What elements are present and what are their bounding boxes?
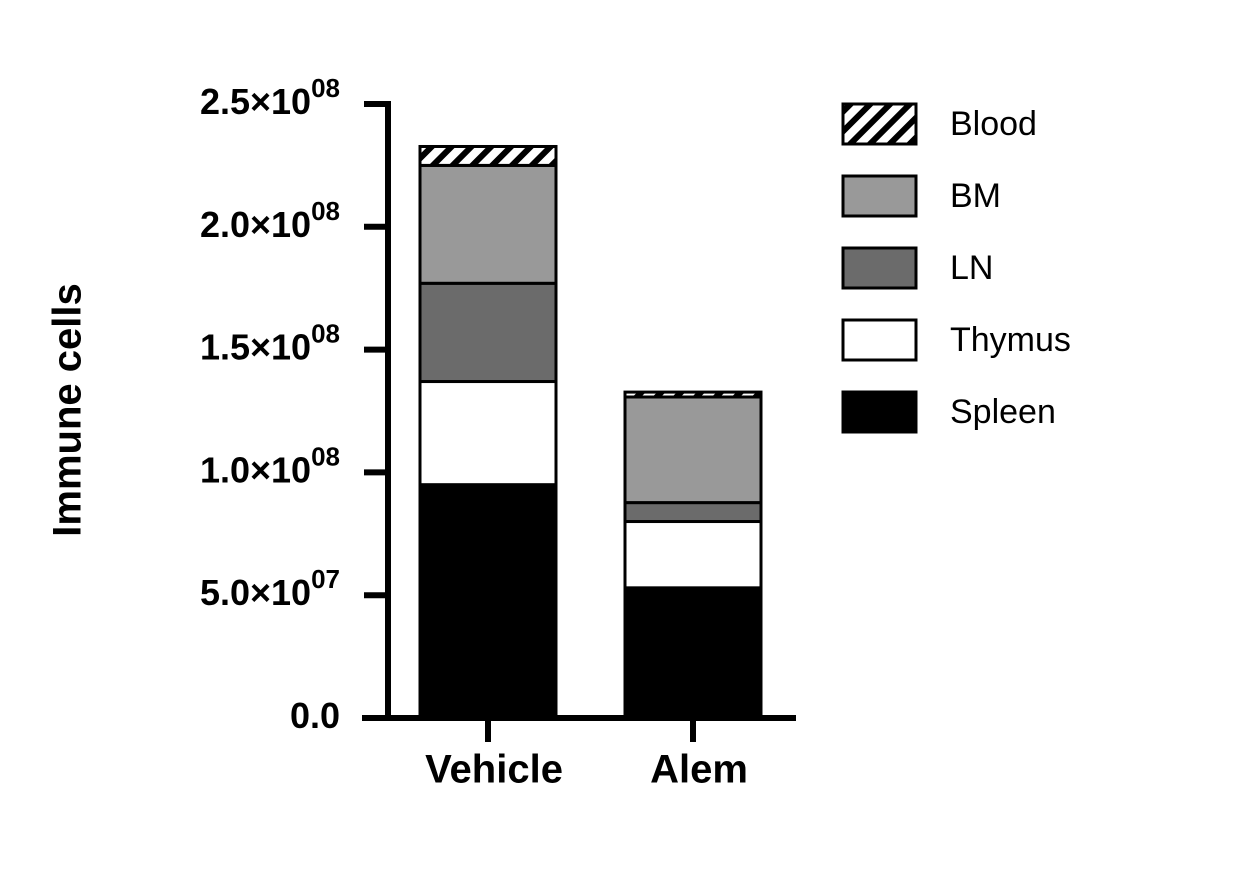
bar-segment [418,144,558,167]
legend-swatch [841,174,918,218]
y-tick-label: 1.5×1008 [200,318,340,367]
legend-label: BM [950,177,1001,215]
x-tick-label: Alem [650,748,748,792]
y-tick-label: 2.5×1008 [200,73,340,122]
bar-segment [623,390,763,399]
bar-segment [418,483,558,720]
y-tick-label-exponent: 07 [311,564,340,594]
y-tick-label-base: 1.0×10 [200,449,311,490]
legend-label: Spleen [950,393,1056,431]
y-tick-label: 0.0 [290,695,340,736]
bar-segment [623,520,763,590]
y-tick-label-base: 2.0×10 [200,203,311,244]
x-tick-label: Vehicle [425,748,563,792]
legend-label: Thymus [950,321,1071,359]
bar-segment [418,163,558,285]
y-tick-label-exponent: 08 [311,318,340,348]
legend-swatch [841,102,918,146]
y-tick-label: 5.0×1007 [200,564,340,613]
y-tick-label-base: 1.5×10 [200,326,311,367]
bar-segment [623,501,763,524]
y-tick-label-exponent: 08 [311,441,340,471]
y-tick-label-base: 2.5×10 [200,81,311,122]
legend-swatch [841,390,918,434]
bar-segment [418,380,558,487]
y-tick-label-base: 0.0 [290,695,340,736]
y-tick-label: 2.0×1008 [200,196,340,245]
y-tick-label: 1.0×1008 [200,441,340,490]
legend-swatch [841,318,918,362]
legend-label: Blood [950,105,1037,143]
bar-segment [418,281,558,384]
bar-segment [623,395,763,505]
legend-label: LN [950,249,993,287]
y-tick-label-base: 5.0×10 [200,572,311,613]
y-tick-label-exponent: 08 [311,73,340,103]
legend-swatch [841,246,918,290]
bar-segment [623,586,763,720]
y-tick-label-exponent: 08 [311,196,340,226]
y-axis-label: Immune cells [46,283,90,536]
